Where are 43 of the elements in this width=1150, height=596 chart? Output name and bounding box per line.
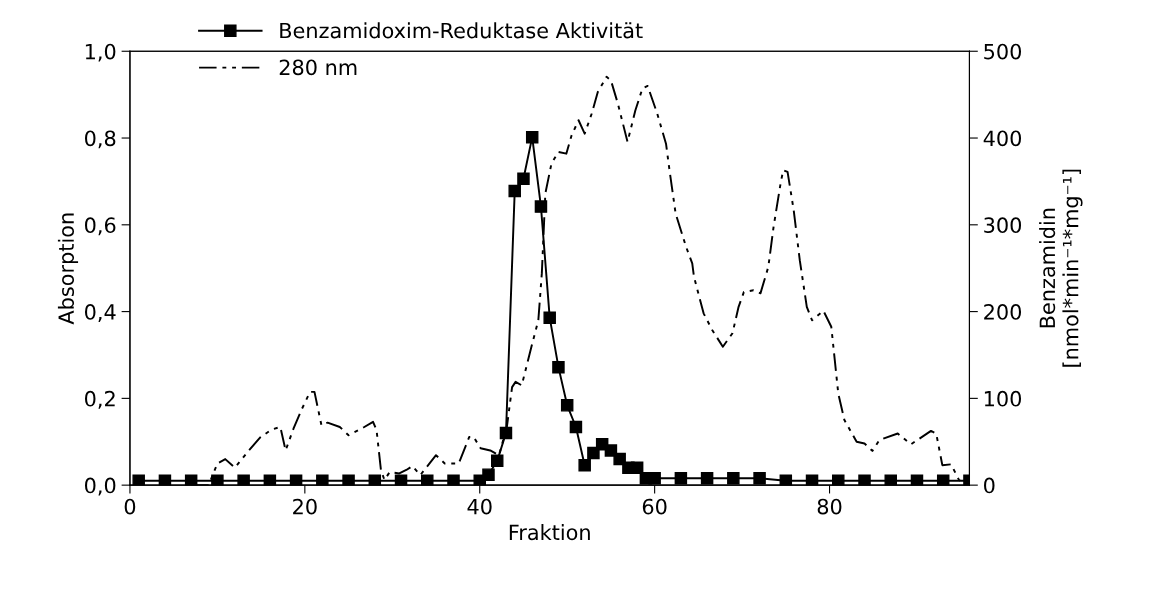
point xyxy=(578,458,591,472)
y2-tick-label: 100 xyxy=(984,390,1022,407)
x-tick-label: 20 xyxy=(293,498,317,515)
point xyxy=(727,471,740,485)
x-tick-label: 0 xyxy=(124,498,136,515)
y2-axis-title: Benzamidin [nmol*min⁻¹*mg⁻¹] xyxy=(1039,169,1083,367)
legend-label: 280 nm xyxy=(279,59,357,76)
y-tick-label: 0,2 xyxy=(85,390,115,409)
point xyxy=(753,471,766,485)
point xyxy=(700,471,714,485)
x-tick-label: 60 xyxy=(642,498,667,515)
point xyxy=(543,311,556,324)
x-tick-label: 40 xyxy=(467,498,492,515)
y2-tick-label: 0 xyxy=(984,477,995,494)
legend-label: Benzamidoxim-Reduktase Aktivität xyxy=(280,22,643,39)
y2-tick-label: 200 xyxy=(984,304,1022,320)
x-tick-label: 80 xyxy=(817,498,842,515)
point xyxy=(613,452,626,466)
point xyxy=(604,444,618,457)
y-tick-label: 0,6 xyxy=(85,217,116,236)
y2-tick-label: 500 xyxy=(984,43,1022,60)
point xyxy=(482,468,495,481)
point xyxy=(560,399,574,412)
y-tick-label: 0,8 xyxy=(85,130,116,149)
point xyxy=(534,200,548,213)
point xyxy=(674,471,688,485)
y-tick-label: 1,0 xyxy=(85,43,116,62)
point xyxy=(525,130,539,144)
point xyxy=(648,471,661,485)
point xyxy=(499,426,513,440)
y-axis-title: Absorption xyxy=(57,213,79,325)
point xyxy=(569,420,583,434)
point xyxy=(517,172,530,186)
y2-tick-label: 300 xyxy=(984,217,1022,234)
point xyxy=(490,454,504,468)
point xyxy=(552,360,565,374)
point xyxy=(630,461,644,475)
y-tick-label: 0,4 xyxy=(85,304,116,322)
point xyxy=(508,184,521,198)
y2-tick-label: 400 xyxy=(983,130,1022,147)
point xyxy=(587,446,600,460)
y-tick-label: 0,0 xyxy=(85,477,116,496)
x-axis-title: Fraktion xyxy=(509,524,590,541)
